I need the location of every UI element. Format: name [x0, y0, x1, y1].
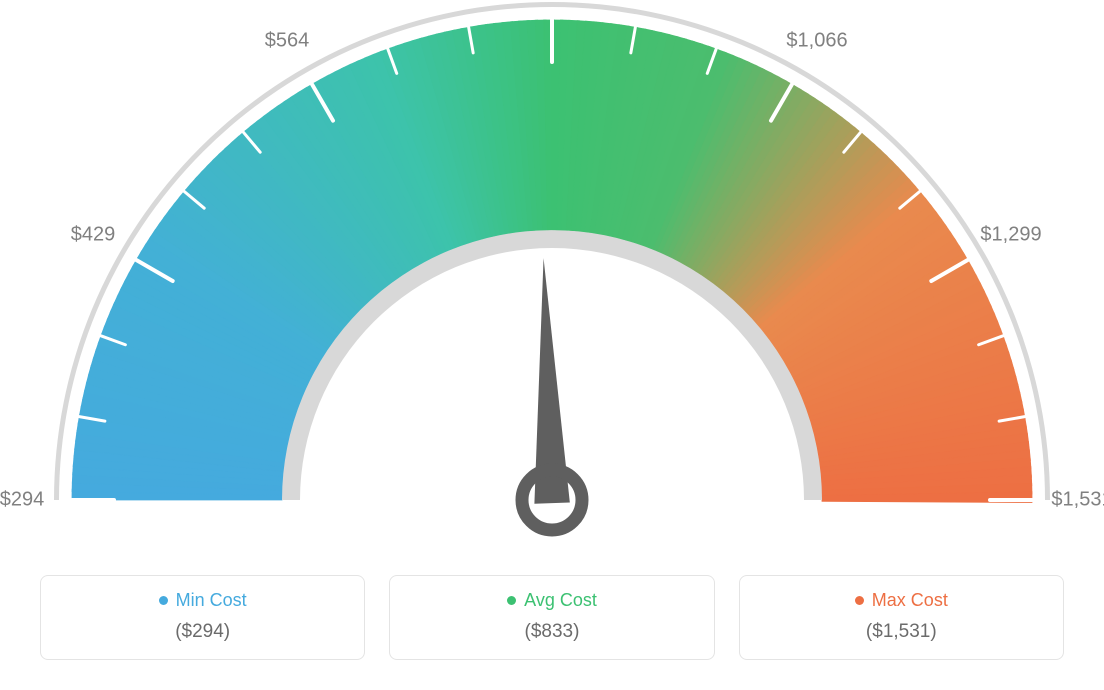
legend-value-min: ($294)	[41, 621, 364, 643]
legend-label: Max Cost	[872, 590, 948, 611]
legend-card-max: Max Cost ($1,531)	[739, 575, 1064, 660]
gauge-tick-label: $1,531	[1051, 489, 1104, 512]
legend-value-avg: ($833)	[390, 621, 713, 643]
legend-card-avg: Avg Cost ($833)	[389, 575, 714, 660]
legend-title-min: Min Cost	[159, 590, 247, 611]
gauge-tick-label: $564	[265, 30, 310, 53]
dot-icon	[159, 596, 168, 605]
legend-label: Avg Cost	[524, 590, 597, 611]
dot-icon	[507, 596, 516, 605]
cost-gauge-chart: $294$429$564$833$1,066$1,299$1,531 Min C…	[0, 0, 1104, 690]
dot-icon	[855, 596, 864, 605]
gauge-tick-label: $429	[71, 224, 116, 247]
legend-label: Min Cost	[176, 590, 247, 611]
gauge-tick-label: $1,299	[980, 224, 1041, 247]
legend-title-avg: Avg Cost	[507, 590, 597, 611]
gauge-svg	[0, 0, 1104, 560]
legend-value-max: ($1,531)	[740, 621, 1063, 643]
legend-title-max: Max Cost	[855, 590, 948, 611]
gauge-tick-label: $294	[0, 489, 44, 512]
gauge-area: $294$429$564$833$1,066$1,299$1,531	[0, 0, 1104, 560]
legend-card-min: Min Cost ($294)	[40, 575, 365, 660]
gauge-tick-label: $1,066	[786, 30, 847, 53]
legend-row: Min Cost ($294) Avg Cost ($833) Max Cost…	[40, 575, 1064, 660]
